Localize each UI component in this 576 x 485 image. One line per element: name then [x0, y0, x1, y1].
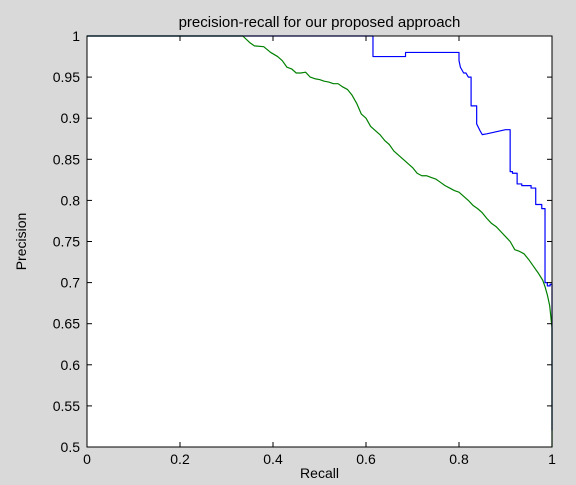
x-tick-label: 0.4 [263, 451, 283, 467]
x-tick-label: 0 [83, 451, 91, 467]
x-tick-label: 0.6 [356, 451, 376, 467]
y-tick-label: 0.75 [53, 234, 80, 250]
x-tick-label: 0.2 [170, 451, 190, 467]
series-line-2 [87, 35, 553, 447]
y-tick-label: 0.95 [53, 69, 80, 85]
chart-title: precision-recall for our proposed approa… [179, 14, 461, 31]
y-tick-label: 0.9 [61, 110, 81, 126]
y-tick-label: 0.7 [61, 275, 81, 291]
y-tick-label: 0.5 [61, 439, 81, 455]
x-tick-label: 0.8 [449, 451, 469, 467]
y-axis-label: Precision [13, 213, 29, 271]
series-layer [87, 35, 553, 447]
y-tick-label: 0.65 [53, 316, 80, 332]
y-tick-label: 0.8 [61, 192, 81, 208]
y-tick-label: 0.55 [53, 398, 80, 414]
y-tick-label: 1 [72, 28, 80, 44]
plot-area [87, 36, 552, 447]
series-line-1 [87, 35, 553, 431]
x-axis-label: Recall [300, 465, 339, 481]
x-tick-label: 1 [548, 451, 556, 467]
y-tick-label: 0.6 [61, 357, 81, 373]
tick-layer: 0 0.2 0.4 0.6 0.8 1 0.5 0.55 0.6 0.65 0.7 0.75 0.8 0.… [53, 28, 556, 467]
y-tick-label: 0.85 [53, 151, 80, 167]
